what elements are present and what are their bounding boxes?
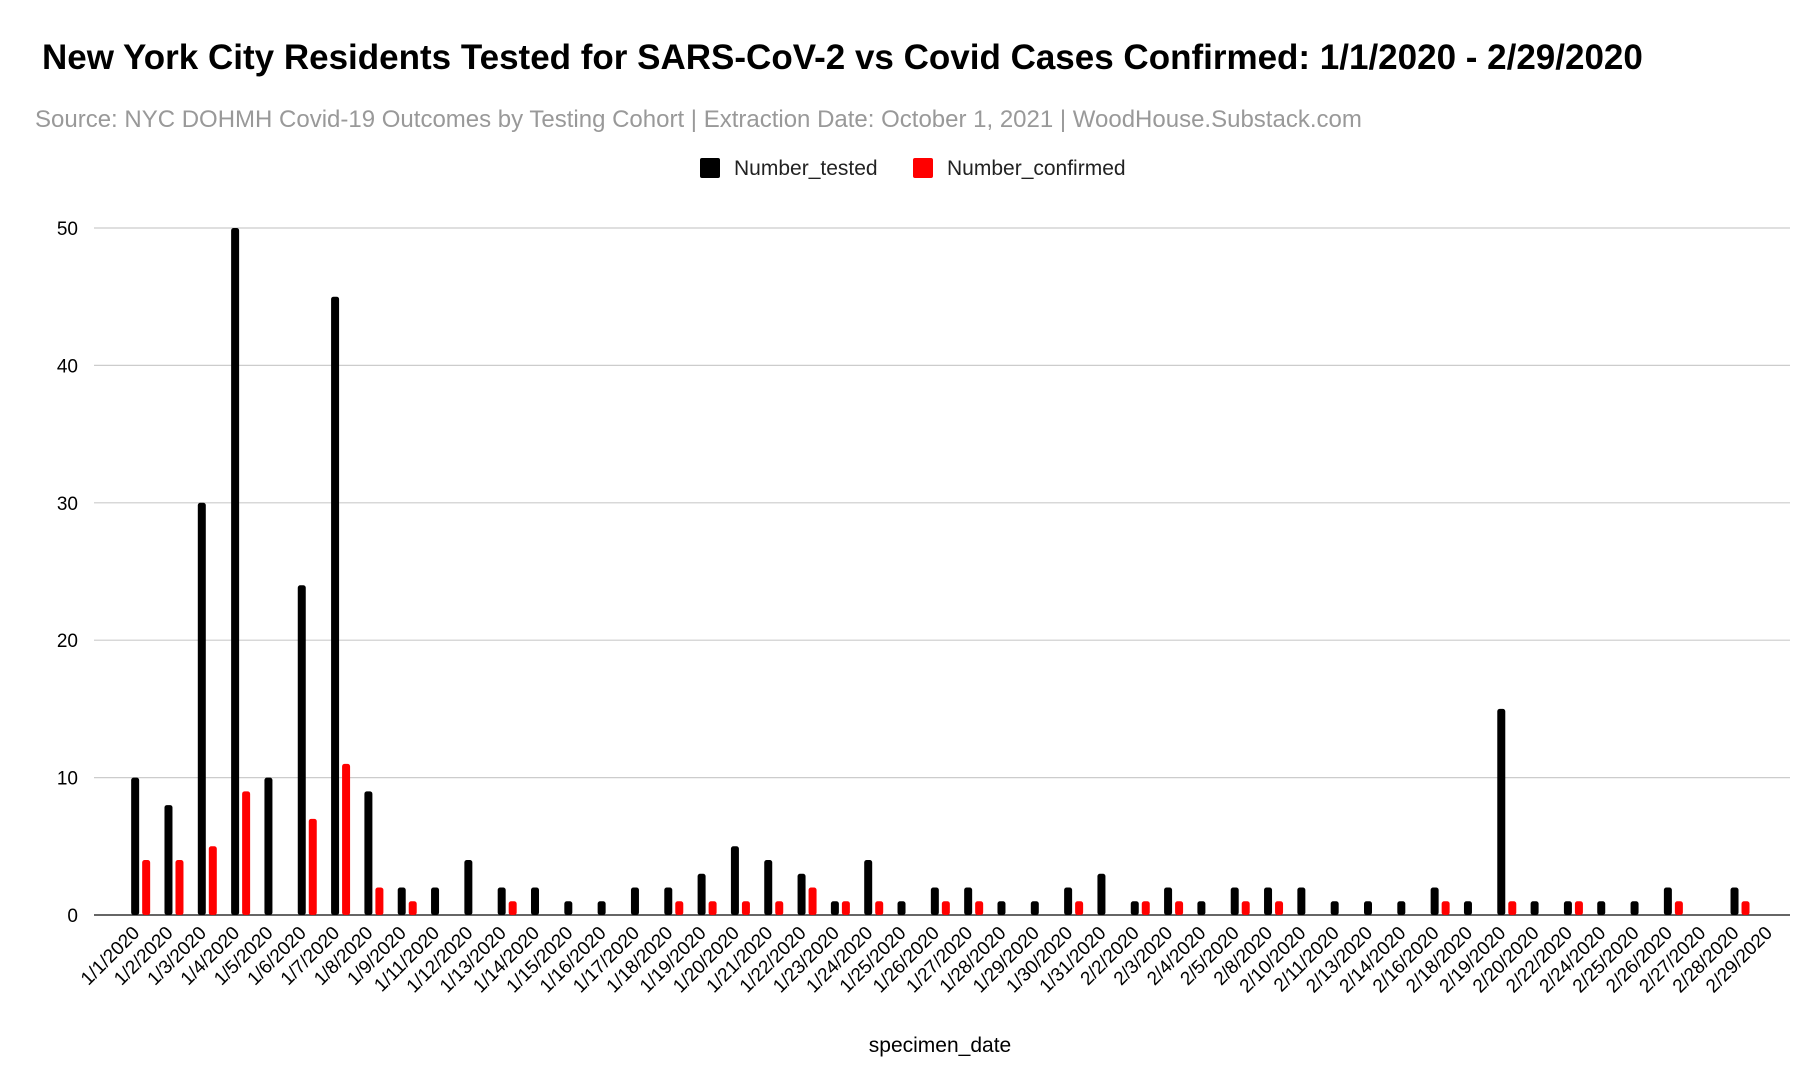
bar-tested — [1430, 887, 1439, 915]
bar-tested — [764, 860, 773, 915]
bar-tested — [564, 901, 573, 915]
bar-tested — [1530, 901, 1539, 915]
bar-tested — [964, 887, 973, 915]
y-tick-label: 0 — [67, 906, 78, 927]
bar-confirmed — [175, 860, 184, 915]
bar-confirmed — [1441, 901, 1450, 915]
bar-tested — [297, 585, 306, 915]
bar-tested — [730, 846, 739, 915]
bar-tested — [930, 887, 939, 915]
bar-confirmed — [1574, 901, 1583, 915]
legend: Number_tested Number_confirmed — [700, 157, 1126, 180]
legend-swatch-confirmed — [913, 158, 933, 178]
bar-tested — [1030, 901, 1039, 915]
bar-tested — [1397, 901, 1406, 915]
bar-confirmed — [408, 901, 417, 915]
bar-confirmed — [808, 887, 817, 915]
x-axis-title: specimen_date — [869, 1034, 1011, 1057]
y-axis-ticks: 0 10 20 30 40 50 — [57, 219, 78, 927]
bar-tested — [1130, 901, 1139, 915]
bar-tested — [1463, 901, 1472, 915]
bar-tested — [1264, 887, 1273, 915]
bar-tested — [864, 860, 873, 915]
bar-confirmed — [508, 901, 517, 915]
y-tick-label: 40 — [57, 356, 78, 377]
x-axis-ticks: 1/1/20201/2/20201/3/20201/4/20201/5/2020… — [77, 923, 1777, 998]
bar-tested — [331, 296, 340, 915]
bar-tested — [131, 777, 140, 915]
bar-confirmed — [675, 901, 684, 915]
bar-confirmed — [775, 901, 784, 915]
y-tick-label: 50 — [57, 219, 78, 240]
bars — [131, 228, 1750, 915]
bar-tested — [830, 901, 839, 915]
bar-confirmed — [242, 791, 251, 915]
bar-confirmed — [741, 901, 750, 915]
bar-tested — [1563, 901, 1572, 915]
y-tick-label: 20 — [57, 631, 78, 652]
bar-confirmed — [1674, 901, 1683, 915]
bar-tested — [1597, 901, 1606, 915]
bar-confirmed — [375, 887, 384, 915]
bar-tested — [364, 791, 373, 915]
legend-label-tested: Number_tested — [734, 157, 878, 180]
bar-tested — [697, 873, 706, 915]
bar-tested — [1330, 901, 1339, 915]
bar-tested — [197, 502, 206, 915]
bar-tested — [464, 860, 473, 915]
bar-tested — [1364, 901, 1372, 915]
bar-confirmed — [1741, 901, 1750, 915]
bar-confirmed — [342, 763, 351, 915]
bar-tested — [797, 873, 806, 915]
legend-label-confirmed: Number_confirmed — [947, 157, 1126, 180]
bar-confirmed — [1275, 901, 1284, 915]
bar-confirmed — [1508, 901, 1517, 915]
bar-confirmed — [1075, 901, 1084, 915]
bar-tested — [1730, 887, 1739, 915]
bar-confirmed — [308, 818, 317, 915]
y-tick-label: 30 — [57, 494, 78, 515]
bar-tested — [897, 901, 906, 915]
gridlines — [94, 227, 1790, 916]
bar-tested — [1064, 887, 1073, 915]
bar-tested — [997, 901, 1006, 915]
bar-tested — [497, 887, 506, 915]
bar-confirmed — [708, 901, 717, 915]
bar-confirmed — [142, 860, 151, 915]
bar-confirmed — [208, 846, 217, 915]
bar-tested — [597, 901, 606, 915]
bar-confirmed — [841, 901, 850, 915]
bar-tested — [630, 887, 639, 915]
legend-swatch-tested — [700, 158, 720, 178]
bar-confirmed — [1141, 901, 1150, 915]
bar-tested — [264, 777, 273, 915]
bar-confirmed — [975, 901, 984, 915]
bar-tested — [664, 887, 673, 915]
bar-confirmed — [1175, 901, 1184, 915]
bar-tested — [164, 805, 173, 915]
bar-tested — [1497, 708, 1506, 915]
bar-confirmed — [1241, 901, 1250, 915]
bar-tested — [1630, 901, 1639, 915]
bar-confirmed — [941, 901, 950, 915]
bar-tested — [431, 887, 440, 915]
bar-tested — [1164, 887, 1173, 915]
bar-tested — [1297, 887, 1306, 915]
chart-subtitle: Source: NYC DOHMH Covid-19 Outcomes by T… — [35, 106, 1362, 133]
y-tick-label: 10 — [57, 769, 78, 790]
bar-tested — [1230, 887, 1239, 915]
bar-tested — [397, 887, 406, 915]
bar-tested — [1197, 901, 1206, 915]
bar-tested — [231, 228, 240, 915]
bar-tested — [531, 887, 539, 915]
chart-title: New York City Residents Tested for SARS-… — [42, 38, 1643, 77]
bar-tested — [1663, 887, 1672, 915]
bar-confirmed — [875, 901, 884, 915]
bar-tested — [1097, 873, 1106, 915]
